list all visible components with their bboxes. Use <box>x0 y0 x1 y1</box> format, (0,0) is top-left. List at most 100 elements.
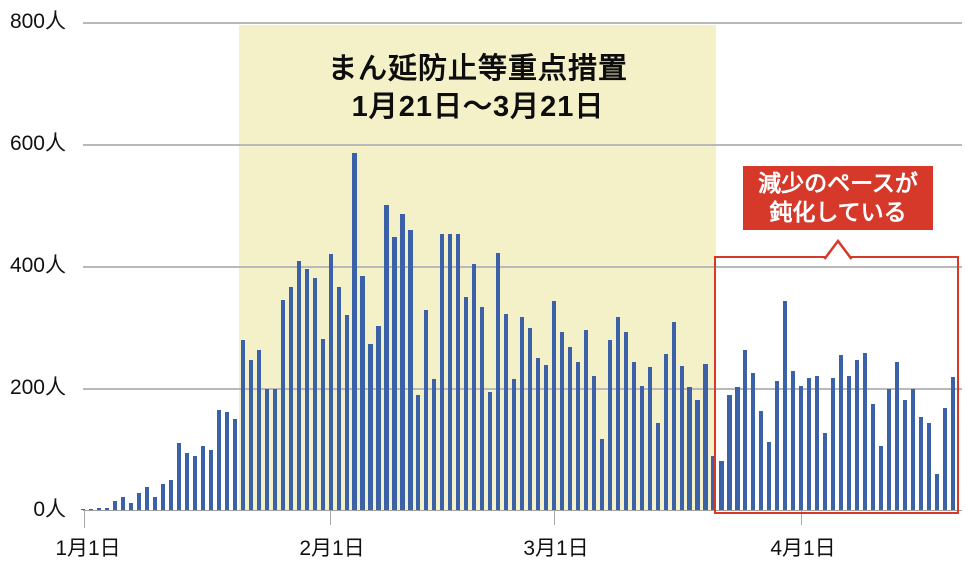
bar <box>113 500 118 510</box>
bar <box>248 359 253 510</box>
bar <box>918 416 923 510</box>
bar <box>161 483 166 510</box>
bar <box>870 404 876 510</box>
x-tick-label-mar1: 3月1日 <box>523 537 589 560</box>
y-tick-label-0: 0人 <box>33 498 66 521</box>
bar <box>543 365 549 510</box>
bar <box>551 301 557 510</box>
bar <box>488 391 493 510</box>
bar <box>129 502 134 510</box>
bar <box>663 353 668 510</box>
bar <box>304 269 309 510</box>
bar <box>416 395 421 510</box>
bar <box>192 455 198 510</box>
bar <box>647 367 652 510</box>
callout-label-line1: 減少のペースが <box>758 170 918 196</box>
bar <box>89 508 94 510</box>
x-tick-label-apr1: 4月1日 <box>770 537 836 560</box>
bar <box>934 474 939 510</box>
bar <box>504 314 509 510</box>
bar <box>81 508 86 510</box>
bar <box>288 287 293 510</box>
bar <box>902 400 907 510</box>
bar <box>831 378 836 510</box>
callout-rectangle <box>714 256 959 514</box>
axis-tick-jan1 <box>84 510 86 528</box>
y-tick-label-600: 600人 <box>9 132 66 155</box>
bar <box>623 332 628 510</box>
bar <box>224 412 230 510</box>
bar <box>894 362 900 510</box>
bar <box>846 375 852 510</box>
bar <box>169 479 174 510</box>
bar <box>583 330 588 510</box>
bar <box>400 213 405 510</box>
bar <box>711 456 716 510</box>
gridline-800 <box>83 22 962 24</box>
bar <box>703 364 708 510</box>
bar <box>496 253 501 510</box>
bar <box>432 378 437 510</box>
bar <box>328 253 333 510</box>
bar <box>862 352 868 510</box>
bar <box>208 450 214 510</box>
highlight-band <box>239 25 716 510</box>
bar <box>799 386 804 510</box>
bar <box>599 438 604 510</box>
bar <box>448 233 453 510</box>
gridline-600 <box>83 144 962 146</box>
bar <box>264 389 269 510</box>
bar <box>926 423 931 510</box>
bar <box>695 400 700 510</box>
bar <box>519 317 525 510</box>
bar <box>344 315 349 510</box>
bar <box>735 387 740 510</box>
bar <box>105 508 110 510</box>
bar <box>759 410 764 510</box>
bar <box>376 325 381 510</box>
bar <box>886 389 892 510</box>
bar <box>567 346 573 510</box>
bar <box>200 445 206 510</box>
bar <box>791 370 796 510</box>
bar <box>184 452 190 510</box>
bar <box>823 432 828 510</box>
bar <box>878 445 884 510</box>
bar <box>950 377 955 510</box>
axis-tick-mar1 <box>554 510 556 525</box>
bar <box>743 349 748 510</box>
bar <box>480 307 485 510</box>
callout-label-line2: 鈍化している <box>769 199 907 225</box>
callout-label: 減少のペースが 鈍化している <box>743 166 933 230</box>
axis-tick-feb1 <box>330 510 332 525</box>
bar <box>153 497 158 510</box>
bar <box>336 286 341 510</box>
bar <box>575 362 580 510</box>
bar <box>679 366 684 510</box>
bar <box>384 205 389 510</box>
bar <box>464 297 469 510</box>
bar <box>472 263 477 510</box>
bar <box>320 339 325 510</box>
bar <box>751 372 756 510</box>
bar <box>312 277 317 510</box>
bar <box>591 375 596 510</box>
bar <box>775 380 780 510</box>
bar <box>807 378 812 510</box>
gridline-400 <box>83 266 962 268</box>
bar <box>535 357 541 510</box>
bar <box>655 423 660 510</box>
bar <box>719 461 724 510</box>
bar <box>727 394 732 510</box>
bar <box>97 508 102 510</box>
bar <box>392 237 397 510</box>
callout-pointer-icon <box>823 239 853 260</box>
bar <box>408 230 413 510</box>
bar <box>815 375 820 510</box>
bar <box>671 321 676 510</box>
y-tick-label-800: 800人 <box>9 10 66 33</box>
bar <box>137 492 142 510</box>
bar <box>767 441 772 510</box>
bar <box>910 389 915 510</box>
bar <box>145 487 150 510</box>
